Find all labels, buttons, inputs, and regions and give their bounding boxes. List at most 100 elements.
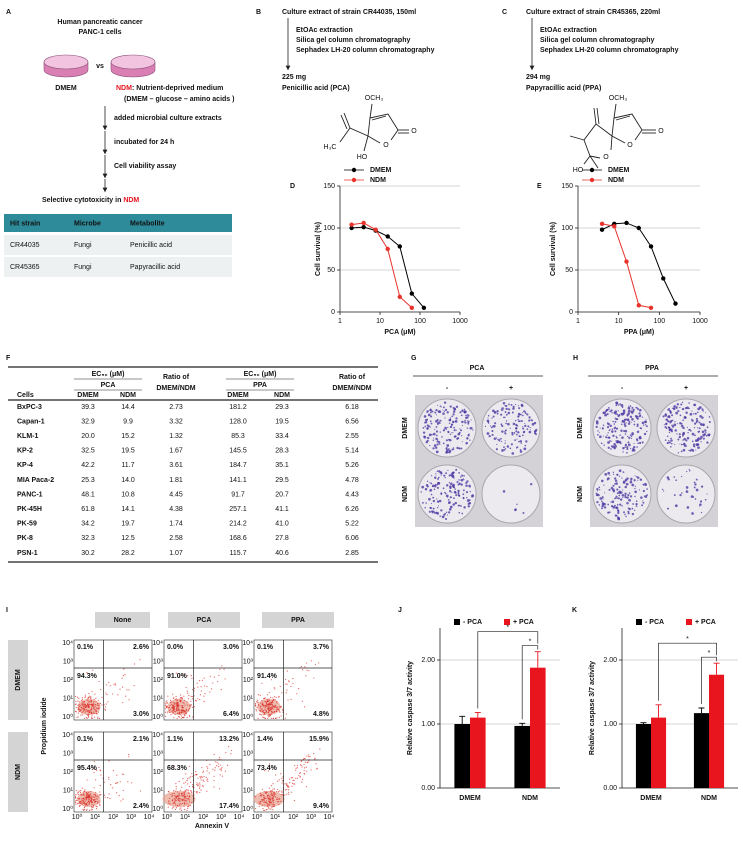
event-dot — [173, 707, 175, 709]
event-dot — [277, 791, 280, 793]
event-dot — [273, 795, 275, 797]
event-dot — [85, 716, 87, 719]
table-cell: 3.32 — [169, 418, 183, 425]
table-cell: 141.1 — [229, 477, 247, 484]
event-dot — [168, 800, 170, 802]
event-dot — [166, 700, 168, 702]
colony — [454, 501, 457, 505]
y-tick-label: 10³ — [153, 750, 164, 757]
event-dot — [87, 705, 89, 708]
table-cell: KLM-1 — [17, 433, 38, 440]
colony — [682, 426, 685, 430]
event-dot — [83, 799, 85, 801]
result-label: Selective cytotoxicity in NDM — [42, 197, 139, 204]
colony — [628, 420, 631, 423]
event-dot — [204, 693, 206, 695]
colony — [516, 503, 518, 506]
event-dot — [263, 801, 265, 803]
event-dot — [178, 715, 180, 718]
event-dot — [182, 704, 184, 707]
colony — [517, 415, 520, 418]
event-dot — [188, 804, 190, 806]
colony — [439, 422, 441, 424]
event-dot — [85, 704, 88, 707]
colony — [457, 483, 460, 486]
table-cell: 33.4 — [275, 433, 289, 440]
colony — [697, 446, 700, 449]
y-axis-label: Relative caspase 3/7 activity — [589, 661, 596, 755]
y-tick-label: 10³ — [153, 658, 164, 665]
event-dot — [77, 707, 80, 709]
event-dot — [79, 805, 81, 807]
colony — [449, 439, 452, 442]
event-dot — [83, 700, 86, 703]
event-dot — [95, 791, 97, 794]
quadrant-value: 0.1% — [77, 736, 94, 743]
event-dot — [204, 685, 206, 687]
event-dot — [96, 798, 98, 800]
colony — [614, 445, 617, 448]
colony — [520, 419, 523, 423]
event-dot — [170, 794, 172, 796]
column-header: PPA — [291, 617, 305, 624]
event-dot — [264, 707, 267, 709]
event-dot — [186, 799, 188, 801]
colony — [429, 506, 432, 510]
event-dot — [99, 784, 101, 787]
event-dot — [212, 768, 214, 770]
colony — [496, 412, 499, 415]
event-dot — [86, 713, 88, 716]
event-dot — [272, 799, 274, 801]
event-dot — [93, 704, 95, 707]
event-dot — [95, 712, 97, 715]
colony — [435, 474, 437, 476]
colony — [465, 491, 469, 494]
event-dot — [80, 710, 82, 712]
quadrant-value: 1.1% — [167, 736, 184, 743]
event-dot — [306, 669, 308, 671]
colony — [689, 430, 692, 432]
bar — [454, 724, 470, 788]
event-dot — [164, 715, 167, 717]
table-cell: 4.43 — [345, 491, 359, 498]
event-dot — [263, 698, 265, 700]
colony — [623, 511, 625, 514]
event-dot — [75, 703, 77, 705]
event-dot — [176, 717, 178, 720]
event-dot — [175, 695, 177, 698]
colony — [627, 510, 630, 513]
event-dot — [91, 806, 93, 808]
colony — [617, 511, 620, 515]
colony — [442, 487, 445, 490]
colony — [607, 432, 609, 434]
event-dot — [264, 700, 266, 703]
colony — [613, 447, 616, 450]
colony — [444, 408, 448, 411]
event-dot — [75, 803, 77, 805]
event-dot — [272, 788, 274, 790]
colony — [528, 416, 531, 419]
colony — [436, 470, 439, 473]
colony — [629, 405, 632, 407]
table-header: EC₅₀ (μM) — [92, 371, 125, 378]
x-axis-label: Annexin V — [195, 823, 230, 830]
colony — [623, 429, 626, 433]
colony — [634, 475, 636, 477]
event-dot — [269, 790, 271, 792]
colony — [452, 421, 455, 423]
event-dot — [219, 774, 221, 776]
event-dot — [95, 798, 97, 800]
table-cell: PSN-1 — [17, 550, 38, 557]
table-cell: 48.1 — [81, 491, 95, 498]
table-cell: PK-8 — [17, 535, 33, 542]
event-dot — [272, 706, 274, 708]
colony — [689, 412, 693, 416]
colony — [597, 433, 599, 436]
colony — [447, 496, 449, 498]
colony — [627, 443, 631, 447]
event-dot — [176, 700, 178, 702]
bar — [709, 674, 725, 788]
event-dot — [271, 703, 273, 705]
event-dot — [186, 701, 188, 703]
event-dot — [119, 688, 121, 690]
